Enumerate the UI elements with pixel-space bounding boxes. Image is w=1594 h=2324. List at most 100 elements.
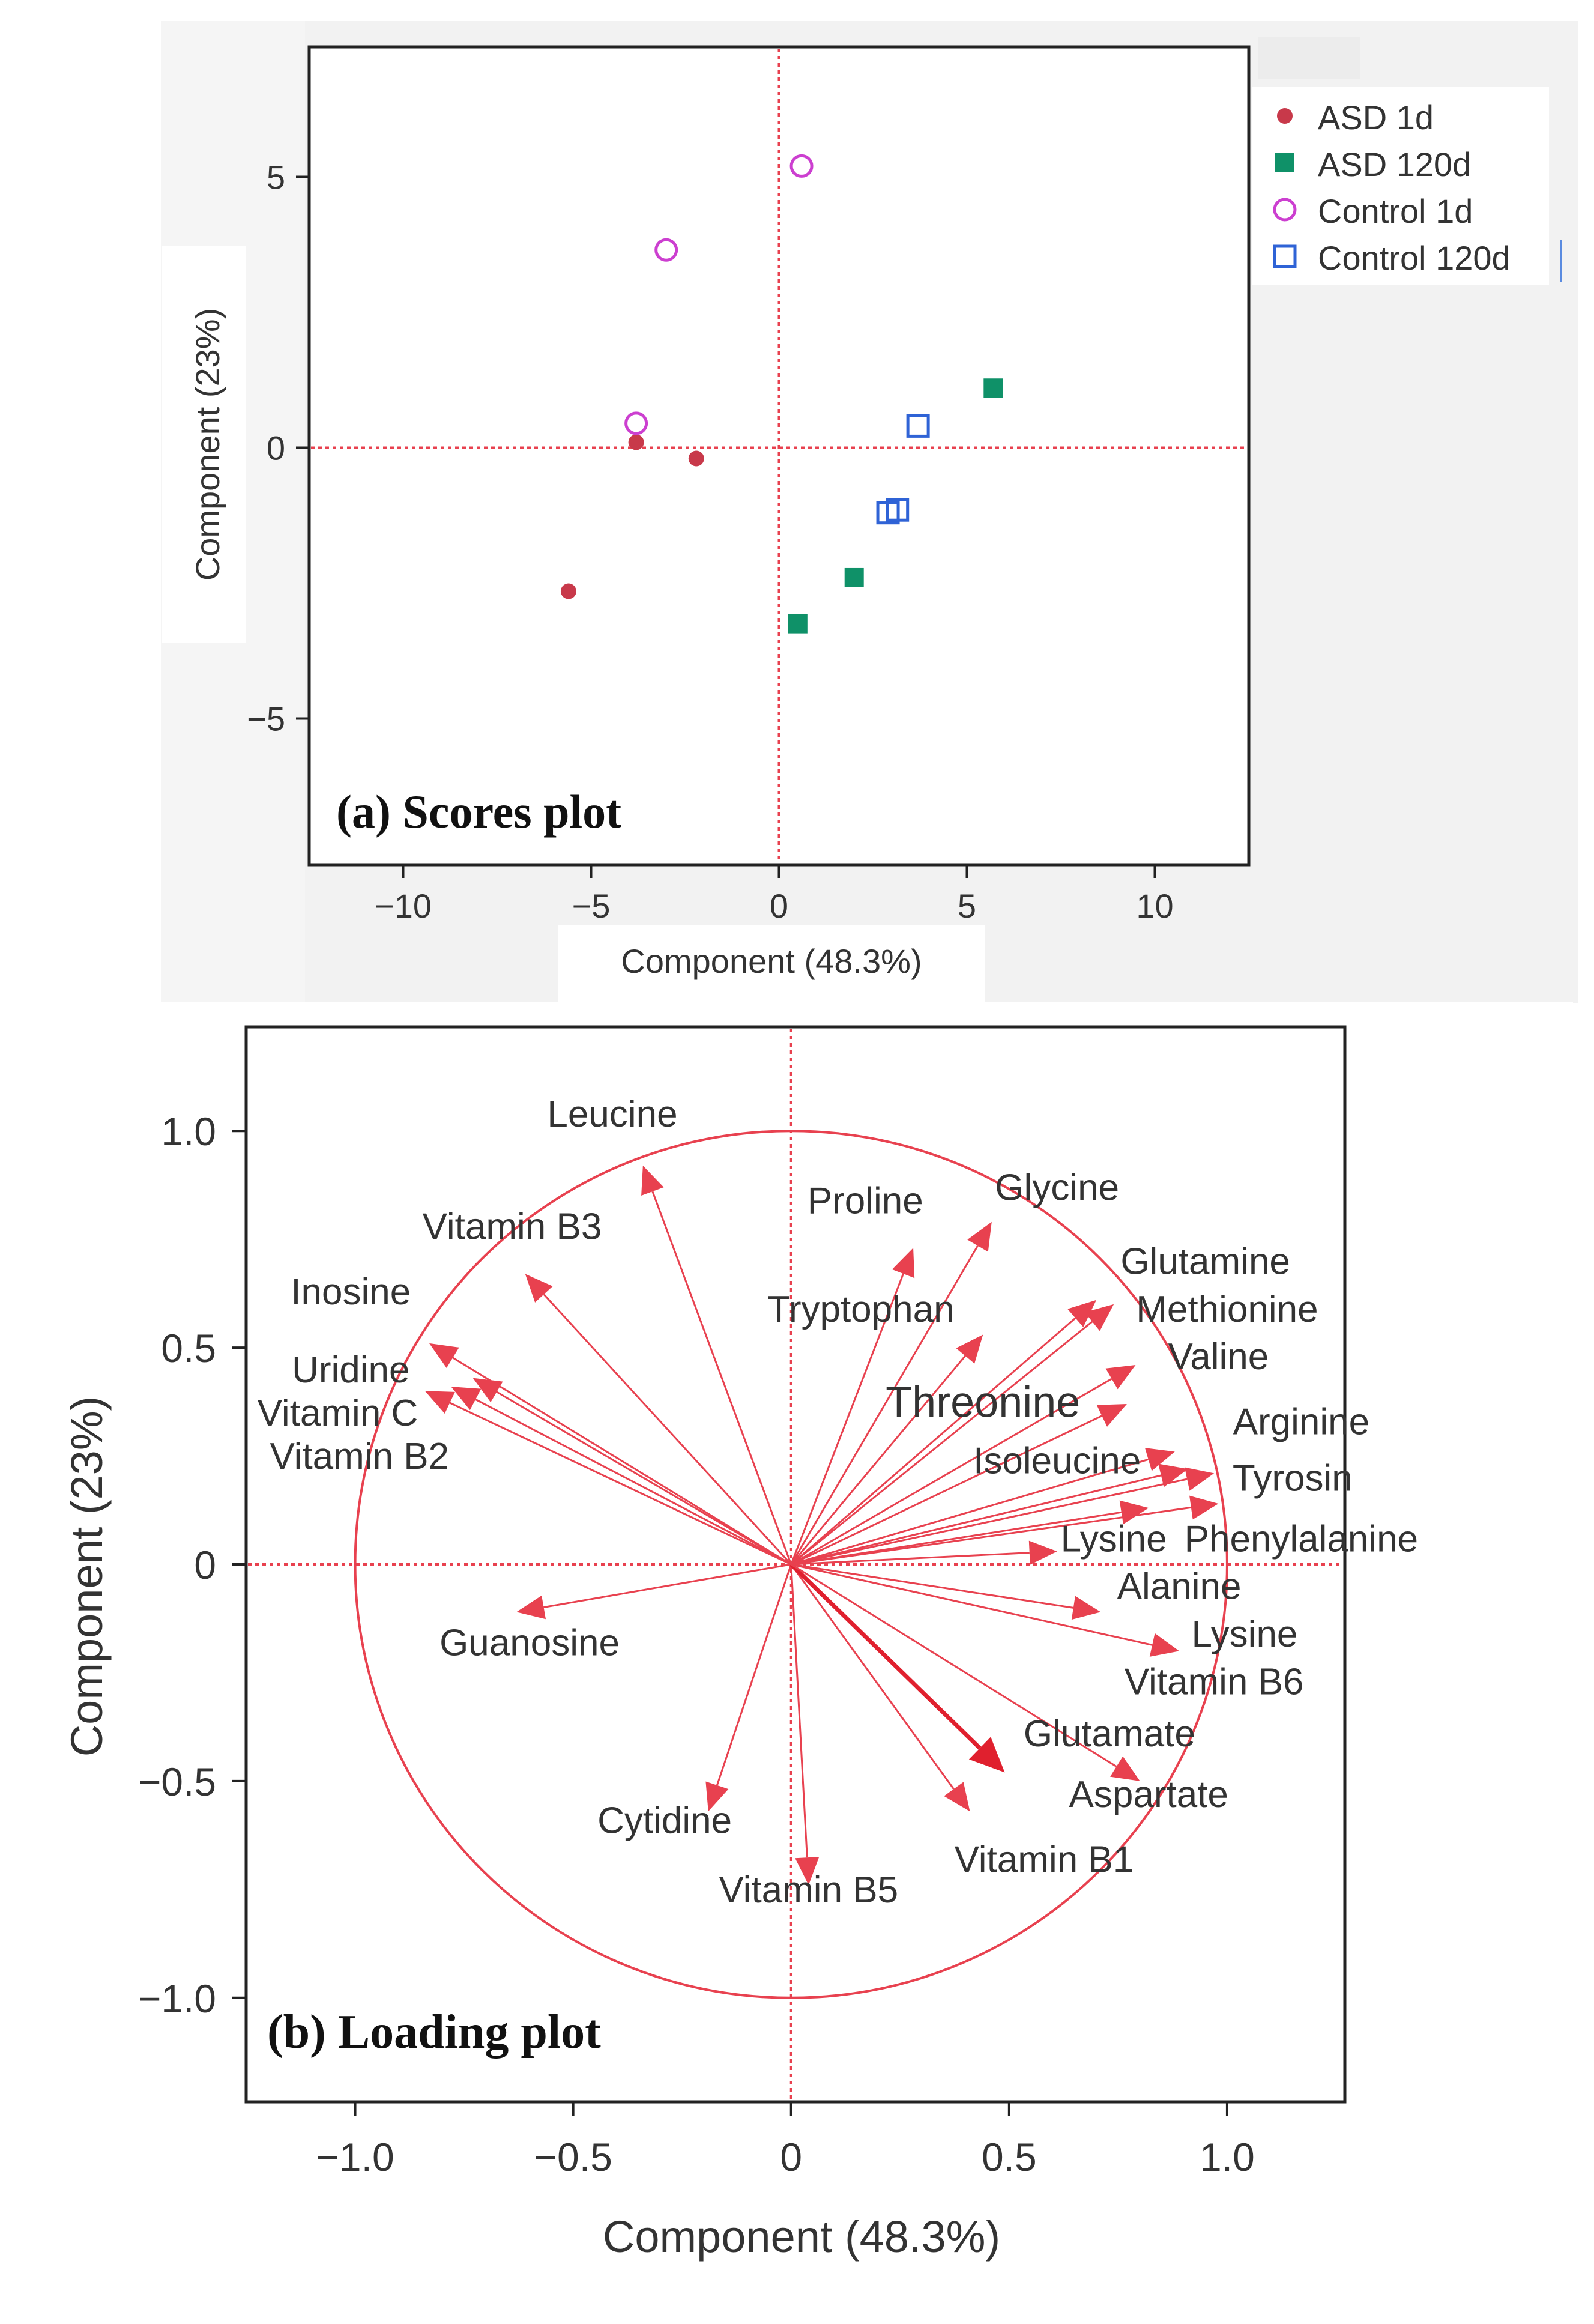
scatter-point (560, 583, 576, 599)
loading-arrow-shaft (791, 1506, 1192, 1566)
panel-a-xlabel: Component (48.3%) (621, 942, 922, 980)
loading-arrow-head (705, 1781, 729, 1812)
loading-arrow-shaft (790, 1355, 966, 1565)
panel-b-ylabel-background (45, 1375, 135, 1790)
loading-label: Lysine (1192, 1614, 1298, 1655)
loading-arrow-shaft (496, 1391, 792, 1566)
loading-label: Arginine (1233, 1401, 1369, 1442)
loading-arrow-shaft (790, 1564, 808, 1858)
panel-a-xlabel-background (558, 925, 985, 1003)
loading-label: Methionine (1136, 1289, 1318, 1330)
loading-label: Vitamin B6 (1125, 1662, 1304, 1703)
panel-b-xtick-label: −1.0 (316, 2135, 394, 2179)
panel-b-xtick-label: −0.5 (534, 2135, 612, 2179)
panel-b-ytick-label: 0.5 (161, 1326, 216, 1370)
loading-arrow-shaft (449, 1402, 792, 1566)
legend-label: Control 120d (1318, 239, 1511, 277)
panel-a-ytick-label: 0 (267, 429, 285, 467)
panel-a-xtick-label: 0 (770, 887, 788, 925)
loading-label: Vitamin C (258, 1393, 418, 1434)
panel-b-xlabel-background (567, 2192, 1036, 2282)
legend-marker (1275, 153, 1294, 172)
loading-arrow-head (516, 1595, 546, 1620)
loading-label: Lysine (1061, 1518, 1167, 1560)
loading-label: Threonine (886, 1379, 1080, 1427)
loading-arrow-shaft (791, 1415, 1103, 1566)
legend-marker (1277, 108, 1293, 124)
scatter-point (789, 154, 814, 178)
loading-label: Uridine (292, 1349, 409, 1391)
loading-arrow-head (1119, 1500, 1149, 1525)
loading-label: Vitamin B5 (719, 1869, 898, 1911)
loading-arrow-head (641, 1165, 664, 1196)
loading-arrow-shaft (716, 1564, 792, 1786)
scatter-point (654, 238, 678, 262)
loading-label: Alanine (1117, 1566, 1242, 1608)
panel-a-xtick-label: −10 (375, 887, 432, 925)
loading-label: Glutamate (1024, 1713, 1195, 1755)
loading-arrow-head (967, 1221, 992, 1252)
panel-a-xtick-label: 10 (1136, 887, 1173, 925)
legend-label: ASD 120d (1318, 145, 1471, 183)
loading-arrow-head (1105, 1364, 1136, 1390)
loading-arrow-shaft (791, 1478, 1188, 1566)
panel-a-legend: ASD 1d ASD 120d Control 1d Control 120d (1273, 98, 1562, 282)
loading-arrow-head (795, 1857, 820, 1886)
scatter-point (906, 414, 930, 438)
loading-label: Glycine (995, 1167, 1119, 1209)
loading-label: Isoleucine (973, 1440, 1141, 1481)
loading-arrow-head (956, 1334, 983, 1364)
panel-b-xtick-label: 0 (780, 2135, 802, 2179)
loading-arrow-head (1110, 1756, 1140, 1781)
panel-b-xlabel: Component (48.3%) (603, 2212, 1000, 2262)
panel-a-legend-box (1252, 87, 1549, 285)
scatter-point (788, 614, 808, 634)
panel-b-ytick-label: 0 (194, 1543, 216, 1587)
loading-label: Leucine (547, 1094, 677, 1135)
loading-arrow-shaft (543, 1563, 791, 1609)
loading-label: Guanosine (439, 1623, 620, 1664)
loading-arrow-head (525, 1274, 553, 1303)
panel-b-xtick-label: 0.5 (982, 2135, 1037, 2179)
panel-a-ylabel: Component (23%) (189, 308, 226, 581)
loading-arrow-shaft (790, 1563, 1117, 1767)
loading-arrow-shaft (651, 1191, 792, 1565)
panel-a-xtick-label: 5 (958, 887, 976, 925)
panel-a-ylabel-background (162, 246, 246, 643)
scatter-point (844, 567, 864, 587)
legend-marker (1273, 198, 1297, 222)
loading-arrow-shaft (790, 1564, 955, 1790)
panel-b-ytick-label: 1.0 (161, 1109, 216, 1154)
loading-label: Vitamin B3 (423, 1206, 602, 1248)
panel-b-ylabel: Component (23%) (62, 1396, 112, 1757)
panel-a-ytick-label: 5 (267, 158, 285, 196)
loading-label: Inosine (291, 1271, 411, 1313)
loading-arrow-shaft (790, 1317, 1076, 1566)
loading-arrow-shaft (790, 1321, 1093, 1566)
loading-label: Aspartate (1069, 1774, 1228, 1815)
loading-arrow-shaft (791, 1458, 1149, 1566)
panel-a-legend-header (1258, 37, 1360, 79)
legend-label: ASD 1d (1318, 98, 1434, 136)
scatter-point (886, 498, 910, 522)
loading-arrow-head (1145, 1448, 1175, 1471)
loading-arrow-shaft (791, 1552, 1030, 1566)
loading-arrow-head (451, 1387, 482, 1411)
loading-arrow-head (472, 1378, 503, 1403)
loading-arrow-shaft (791, 1563, 1153, 1646)
panel-a-content: −10 −5 0 5 10 5 0 −5 (a) Scores plot (247, 49, 1247, 925)
loading-arrow-shaft (791, 1474, 1162, 1566)
loading-arrow-head (1084, 1304, 1114, 1331)
loading-label: Glutamine (1120, 1241, 1290, 1282)
loading-arrow-head (1184, 1467, 1215, 1491)
loading-arrow-head (944, 1782, 970, 1812)
loading-arrow-head (1189, 1495, 1219, 1520)
loading-arrow-head (892, 1248, 915, 1279)
loading-label: Vitamin B2 (270, 1436, 449, 1477)
scatter-point (688, 450, 704, 467)
loading-arrow-head (1096, 1403, 1127, 1427)
loading-arrow-head (1158, 1463, 1188, 1487)
panel-a-xtick-label: −5 (572, 887, 611, 925)
panel-a-title: (a) Scores plot (336, 785, 621, 838)
